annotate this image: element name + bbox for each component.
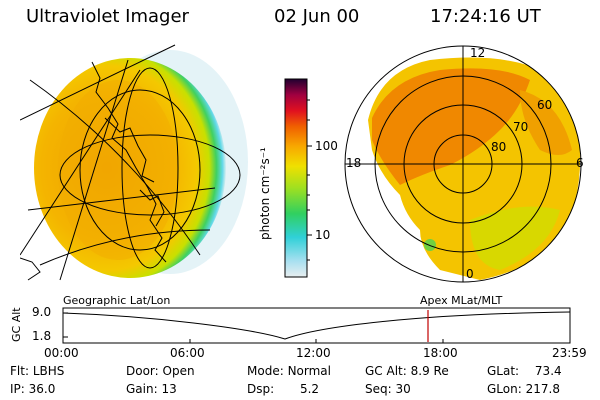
timeline-xtick: 18:00 — [423, 346, 458, 360]
mlt-label-6: 6 — [576, 156, 584, 170]
info-dsp: Dsp: 5.2 — [247, 382, 320, 396]
info-ip: IP: 36.0 — [10, 382, 56, 396]
time-label: 17:24:16 UT — [430, 6, 541, 27]
mlat-label-70: 70 — [513, 120, 529, 134]
timeline-ytick-max: 9.0 — [32, 305, 52, 319]
mlt-label-0: 0 — [466, 267, 474, 281]
info-mode: Mode: Normal — [247, 364, 331, 378]
timeline-axis-title: GC Alt — [10, 307, 23, 342]
info-door: Door: Open — [126, 364, 195, 378]
timeline-xtick: 06:00 — [170, 346, 205, 360]
info-gain: Gain: 13 — [126, 382, 177, 396]
info-glon: GLon: 217.8 — [487, 382, 560, 396]
info-flt: Flt: LBHS — [10, 364, 65, 378]
instrument-title: Ultraviolet Imager — [26, 6, 189, 27]
colorbar-unit-label: photon cm⁻²s⁻¹ — [258, 147, 272, 240]
colorbar-tick-10: 10 — [315, 228, 331, 242]
timeline-ytick-min: 1.8 — [32, 329, 52, 343]
mlat-label-80: 80 — [491, 140, 507, 154]
timeline-left-caption: Geographic Lat/Lon — [63, 294, 171, 307]
info-seq: Seq: 30 — [365, 382, 411, 396]
info-gc-alt: GC Alt: 8.9 Re — [365, 364, 449, 378]
timeline-xtick: 00:00 — [44, 346, 79, 360]
mlt-label-12: 12 — [470, 46, 486, 60]
info-glat: GLat: 73.4 — [487, 364, 562, 378]
mlt-label-18: 18 — [346, 156, 362, 170]
timeline-xtick: 12:00 — [296, 346, 331, 360]
timeline-xtick: 23:59 — [552, 346, 587, 360]
colorbar — [284, 78, 308, 278]
polar-plot — [344, 45, 582, 283]
globe-image — [20, 44, 248, 281]
mlat-label-60: 60 — [537, 98, 553, 112]
timeline-right-caption: Apex MLat/MLT — [420, 294, 503, 307]
date-label: 02 Jun 00 — [274, 6, 360, 27]
altitude-timeline — [62, 307, 571, 344]
colorbar-tick-100: 100 — [315, 139, 338, 153]
